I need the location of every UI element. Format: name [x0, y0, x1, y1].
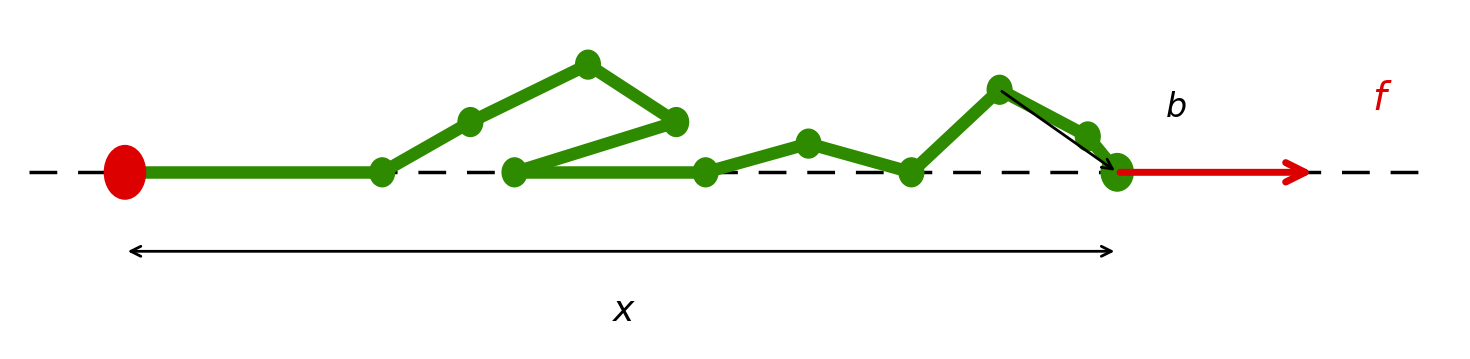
Ellipse shape: [1076, 122, 1100, 151]
Ellipse shape: [694, 158, 717, 187]
Ellipse shape: [797, 129, 820, 158]
Text: $b$: $b$: [1166, 91, 1186, 124]
Ellipse shape: [370, 158, 394, 187]
Ellipse shape: [1101, 154, 1133, 191]
Text: $x$: $x$: [613, 294, 637, 327]
Ellipse shape: [104, 145, 146, 199]
Ellipse shape: [459, 108, 482, 136]
Ellipse shape: [900, 158, 923, 187]
Ellipse shape: [664, 108, 688, 136]
Ellipse shape: [503, 158, 526, 187]
Ellipse shape: [576, 50, 600, 79]
Ellipse shape: [988, 75, 1011, 104]
Text: $f$: $f$: [1372, 80, 1392, 118]
